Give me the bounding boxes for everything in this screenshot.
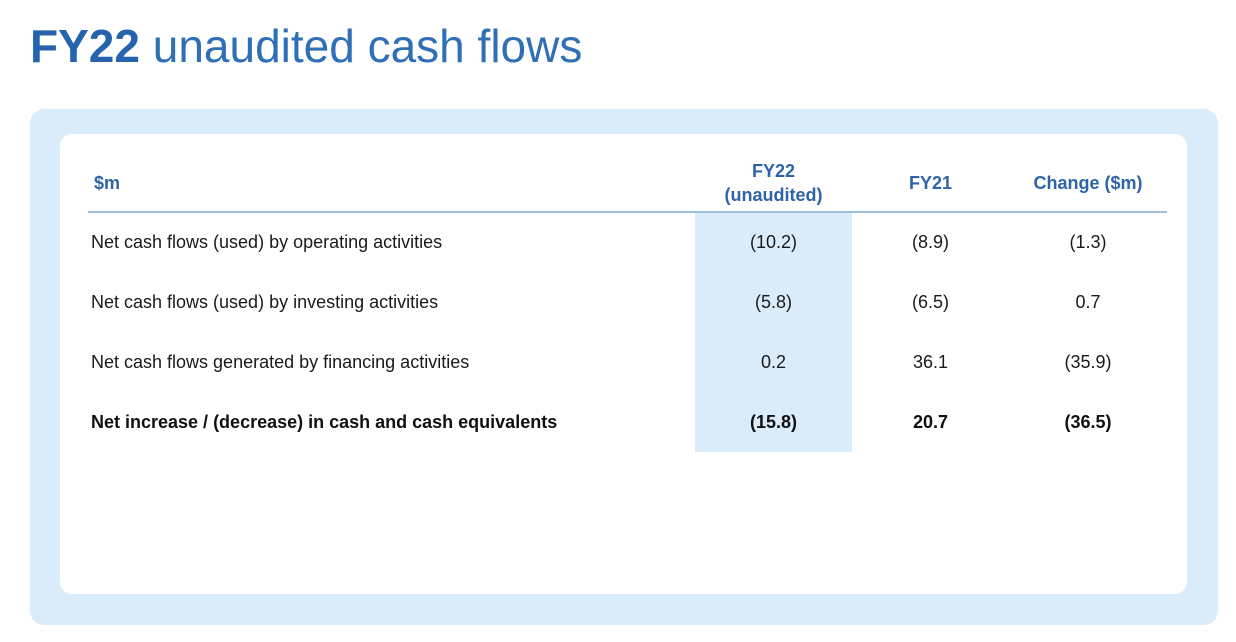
header-fy22: FY22 (unaudited) — [695, 154, 852, 212]
cell-change: 0.7 — [1075, 291, 1101, 312]
table-row: Net cash flows (used) by operating activ… — [88, 212, 1167, 272]
header-fy22-line1: FY22 — [751, 161, 795, 181]
header-units: $m — [94, 173, 121, 193]
row-label: Net cash flows (used) by investing activ… — [91, 291, 439, 312]
cell-change: (35.9) — [1064, 351, 1112, 372]
header-change: Change ($m) — [1033, 173, 1143, 193]
table-row: Net cash flows (used) by investing activ… — [88, 272, 1167, 332]
fy22-column-highlight — [695, 212, 852, 452]
row-label: Net cash flows (used) by operating activ… — [91, 231, 443, 252]
row-label: Net cash flows generated by financing ac… — [91, 351, 470, 372]
title-rest: unaudited cash flows — [152, 20, 583, 72]
table-row-total: Net increase / (decrease) in cash and ca… — [88, 392, 1167, 452]
table-card — [60, 134, 1187, 594]
cell-fy22: (10.2) — [749, 231, 798, 252]
header-divider — [88, 211, 1167, 213]
cell-fy21: 36.1 — [912, 351, 949, 372]
cell-fy22: (15.8) — [749, 411, 798, 432]
row-label: Net increase / (decrease) in cash and ca… — [91, 411, 558, 432]
title-bold-part: FY22 — [30, 20, 140, 72]
cell-fy21: (8.9) — [911, 231, 949, 252]
cell-fy21: (6.5) — [911, 291, 949, 312]
cell-fy22: 0.2 — [760, 351, 787, 372]
header-fy22-line2: (unaudited) — [724, 185, 823, 205]
cell-fy21: 20.7 — [912, 411, 949, 432]
header-fy21: FY21 — [908, 173, 953, 193]
cell-change: (36.5) — [1064, 411, 1112, 432]
cell-change: (1.3) — [1069, 231, 1107, 252]
cell-fy22: (5.8) — [754, 291, 792, 312]
table-row: Net cash flows generated by financing ac… — [88, 332, 1167, 392]
page-title: FY22 unaudited cash flows — [30, 18, 582, 74]
